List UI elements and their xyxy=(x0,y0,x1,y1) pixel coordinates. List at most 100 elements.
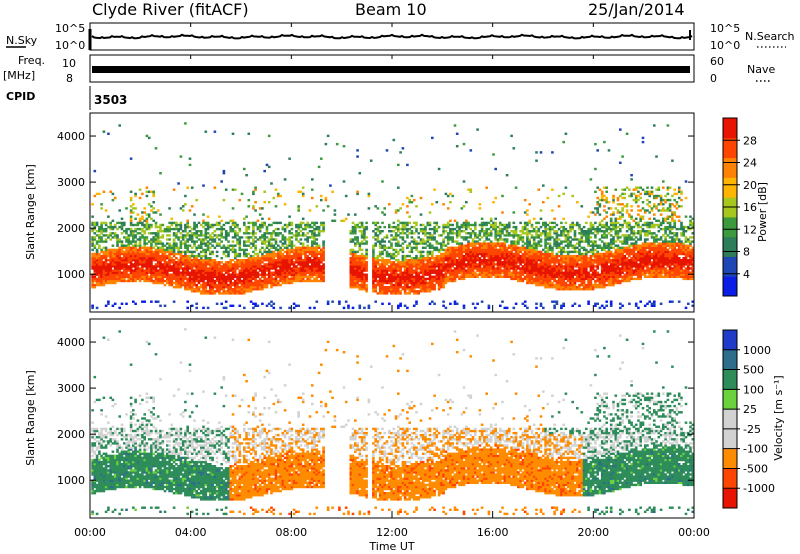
power-cell xyxy=(145,225,149,229)
power-cell xyxy=(172,265,176,268)
power-cell xyxy=(446,223,450,227)
power-cell xyxy=(458,234,461,237)
power-cell xyxy=(258,259,262,262)
power-cell xyxy=(528,269,531,272)
power-cell xyxy=(236,275,239,278)
power-cell xyxy=(136,259,140,262)
power-cell xyxy=(163,250,167,254)
power-cell xyxy=(245,261,248,264)
power-cell xyxy=(175,273,178,276)
power-cell xyxy=(163,304,167,307)
power-cell xyxy=(292,254,296,258)
power-cell xyxy=(240,273,244,276)
power-cell xyxy=(113,271,117,274)
power-cell xyxy=(392,221,396,225)
power-cell xyxy=(523,221,527,225)
power-cell xyxy=(421,286,425,289)
power-cell xyxy=(508,271,511,274)
power-cell xyxy=(152,250,155,254)
power-cell xyxy=(274,271,278,274)
power-cell xyxy=(544,236,547,239)
power-cell xyxy=(118,248,121,252)
power-cell xyxy=(503,275,507,278)
power-cell xyxy=(290,269,294,272)
power-cell xyxy=(274,267,278,270)
power-cell xyxy=(120,275,124,278)
power-cell xyxy=(397,225,400,229)
power-cell xyxy=(535,248,538,252)
power-cell xyxy=(485,248,488,252)
power-cell xyxy=(428,252,432,256)
power-cell xyxy=(358,246,362,249)
power-cell xyxy=(455,252,459,256)
power-cell xyxy=(113,279,117,283)
power-cell xyxy=(95,281,99,285)
power-cell xyxy=(181,250,185,254)
power-cell xyxy=(421,232,425,235)
power-cell xyxy=(390,261,393,264)
power-cell xyxy=(449,263,452,266)
power-cell xyxy=(156,236,160,239)
power-cell xyxy=(120,246,124,249)
power-cell xyxy=(159,257,162,260)
power-cell xyxy=(256,238,260,241)
power-cell xyxy=(458,267,461,270)
power-cell xyxy=(360,252,364,256)
power-cell xyxy=(129,240,133,243)
power-cell xyxy=(181,275,185,278)
power-cell xyxy=(419,281,423,285)
power-cell xyxy=(532,265,536,268)
power-cell xyxy=(351,221,355,225)
power-cell xyxy=(286,254,289,258)
power-cell xyxy=(190,259,194,262)
power-cell xyxy=(161,257,165,260)
power-cell xyxy=(107,273,110,276)
power-cell xyxy=(152,254,155,258)
power-cell xyxy=(125,265,128,268)
power-cell xyxy=(510,271,513,274)
power-cell xyxy=(109,259,112,262)
power-cell xyxy=(243,259,246,262)
power-cell xyxy=(181,205,185,208)
power-cell xyxy=(206,261,210,264)
power-cell xyxy=(254,259,257,262)
power-cell xyxy=(505,250,509,254)
power-cell xyxy=(385,261,389,264)
power-cell xyxy=(392,236,396,239)
power-cell xyxy=(252,269,255,272)
power-cell xyxy=(120,263,124,266)
power-cell xyxy=(392,138,396,142)
power-cell xyxy=(261,242,264,245)
power-cell xyxy=(467,275,470,278)
power-cell xyxy=(437,281,441,285)
power-cell xyxy=(480,300,484,303)
power-cell xyxy=(211,259,214,262)
power-cell xyxy=(514,271,518,274)
power-cell xyxy=(263,248,266,252)
power-cell xyxy=(195,198,198,202)
power-cell xyxy=(512,240,516,243)
power-cell xyxy=(320,261,323,264)
power-cell xyxy=(487,257,491,260)
power-cell xyxy=(446,279,450,283)
power-cell xyxy=(261,283,264,287)
power-cell xyxy=(240,271,244,274)
power-cell xyxy=(526,267,529,270)
power-cell xyxy=(118,263,121,266)
power-cell xyxy=(390,238,393,241)
power-cell xyxy=(111,248,115,252)
power-cell xyxy=(535,225,538,229)
power-cell xyxy=(213,286,217,289)
power-cell xyxy=(211,283,214,287)
power-cell xyxy=(138,242,142,245)
power-cell xyxy=(193,263,196,266)
power-cell xyxy=(385,281,389,285)
power-cell xyxy=(281,225,285,229)
power-cell xyxy=(471,244,475,247)
power-cell xyxy=(229,277,232,281)
power-cell xyxy=(478,232,482,235)
power-cell xyxy=(120,257,124,260)
power-cell xyxy=(265,265,269,268)
power-cell xyxy=(141,261,144,264)
power-cell xyxy=(193,273,196,276)
